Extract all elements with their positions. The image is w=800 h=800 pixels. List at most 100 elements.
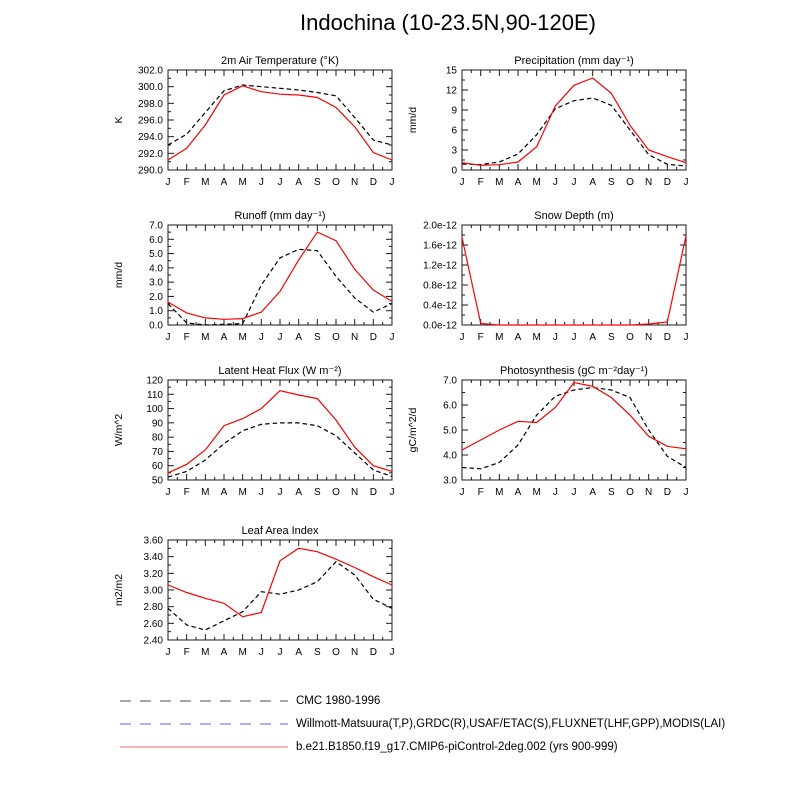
y-tick-label: 298.0: [138, 99, 163, 110]
series-observations: [167, 84, 393, 146]
legend: CMC 1980-1996 Willmott-Matsuura(T,P),GRD…: [120, 691, 725, 760]
x-tick-label: J: [278, 487, 283, 498]
chart-title: 2m Air Temperature (°K): [221, 55, 339, 67]
series-observations: [461, 386, 687, 470]
x-tick-label: J: [390, 647, 395, 658]
y-tick-label: 3.0: [443, 476, 457, 487]
chart-title: Photosynthesis (gC m⁻²day⁻¹): [500, 365, 648, 377]
x-tick-label: J: [390, 332, 395, 343]
x-tick-label: S: [314, 177, 321, 188]
y-axis-label: m2/m2: [113, 574, 125, 606]
y-tick-label: 9: [451, 106, 457, 117]
plot-frame: [167, 69, 393, 171]
x-tick-label: A: [515, 177, 522, 188]
y-tick-label: 292.0: [138, 149, 163, 160]
y-tick-label: 5.0: [149, 249, 163, 260]
x-tick-label: O: [332, 647, 340, 658]
y-tick-label: 296.0: [138, 116, 163, 127]
chart-runoff: J F M A M J J A S O N D J0.01.02.03.04.05.06.07.0Run…: [113, 210, 395, 343]
y-tick-label: 0.8e-12: [423, 281, 457, 292]
legend-label-obs-datasets: Willmott-Matsuura(T,P),GRDC(R),USAF/ETAC…: [296, 718, 726, 730]
x-tick-label: M: [238, 332, 246, 343]
y-tick-label: 120: [146, 376, 163, 387]
x-tick-label: J: [390, 487, 395, 498]
y-axis-label: mm/d: [113, 262, 125, 288]
x-tick-label: J: [460, 332, 465, 343]
legend-label-model-run: b.e21.B1850.f19_g17.CMIP6-piControl-2deg…: [296, 741, 618, 753]
x-tick-label: D: [664, 487, 671, 498]
x-tick-label: A: [221, 177, 228, 188]
y-tick-label: 290.0: [138, 166, 163, 177]
plot-frame: [167, 379, 393, 481]
series-model: [461, 77, 687, 166]
y-tick-label: 3.20: [144, 569, 164, 580]
y-tick-label: 0: [451, 166, 457, 177]
chart-title: Runoff (mm day⁻¹): [234, 210, 325, 222]
x-tick-label: J: [460, 177, 465, 188]
y-axis-label: mm/d: [407, 107, 419, 133]
figure-title: Indochina (10-23.5N,90-120E): [300, 10, 596, 35]
x-tick-label: J: [278, 332, 283, 343]
chart-leaf-area-index: J F M A M J J A S O N D J2.402.602.803.003.203.403.6…: [113, 525, 395, 658]
x-tick-label: J: [259, 177, 264, 188]
y-tick-label: 80: [152, 433, 164, 444]
x-tick-label: D: [664, 332, 671, 343]
x-tick-label: M: [238, 647, 246, 658]
y-tick-label: 60: [152, 461, 164, 472]
y-tick-label: 7.0: [443, 376, 457, 387]
plot-frame: [167, 224, 393, 326]
y-tick-label: 100: [146, 404, 163, 415]
y-tick-label: 2.60: [144, 619, 164, 630]
x-tick-label: M: [532, 487, 540, 498]
x-tick-label: A: [589, 332, 596, 343]
x-tick-label: M: [201, 487, 209, 498]
x-tick-label: N: [645, 332, 652, 343]
x-tick-label: A: [295, 332, 302, 343]
y-tick-label: 0.4e-12: [423, 301, 457, 312]
x-tick-label: N: [645, 177, 652, 188]
chart-title: Leaf Area Index: [241, 525, 319, 537]
x-tick-label: M: [201, 332, 209, 343]
x-tick-label: F: [478, 332, 484, 343]
series-observations: [461, 97, 687, 167]
x-tick-label: A: [515, 487, 522, 498]
x-tick-label: S: [608, 332, 615, 343]
x-tick-label: F: [184, 332, 190, 343]
legend-label-cmc: CMC 1980-1996: [296, 695, 381, 707]
x-tick-label: J: [278, 177, 283, 188]
x-tick-label: S: [608, 177, 615, 188]
series-model: [461, 381, 687, 451]
y-tick-label: 0.0e-12: [423, 321, 457, 332]
y-tick-label: 0.0: [149, 321, 163, 332]
y-tick-label: 4.0: [149, 263, 163, 274]
series-model: [167, 390, 393, 474]
legend-row-model-run: b.e21.B1850.f19_g17.CMIP6-piControl-2deg…: [120, 737, 725, 757]
series-model: [167, 547, 393, 618]
x-tick-label: A: [515, 332, 522, 343]
x-tick-label: A: [221, 647, 228, 658]
x-tick-label: F: [184, 177, 190, 188]
y-tick-label: 7.0: [149, 221, 163, 232]
y-tick-label: 5.0: [443, 426, 457, 437]
series-observations: [167, 248, 393, 326]
y-axis-label: W/m^2: [113, 414, 125, 447]
x-tick-label: N: [351, 332, 358, 343]
y-tick-label: 6.0: [149, 235, 163, 246]
x-tick-label: J: [572, 177, 577, 188]
y-tick-label: 2.80: [144, 602, 164, 613]
chart-title: Precipitation (mm day⁻¹): [514, 55, 634, 67]
x-tick-label: J: [572, 332, 577, 343]
y-tick-label: 294.0: [138, 132, 163, 143]
x-tick-label: J: [166, 487, 171, 498]
x-tick-label: F: [478, 177, 484, 188]
y-tick-label: 12: [446, 86, 458, 97]
x-tick-label: M: [238, 487, 246, 498]
chart-photosynthesis: J F M A M J J A S O N D J3.04.05.06.07.0Photosynthes…: [407, 365, 689, 498]
chart-title: Latent Heat Flux (W m⁻²): [218, 365, 341, 377]
x-tick-label: A: [589, 177, 596, 188]
x-tick-label: M: [201, 177, 209, 188]
chart-title: Snow Depth (m): [534, 210, 613, 222]
y-tick-label: 3.40: [144, 552, 164, 563]
